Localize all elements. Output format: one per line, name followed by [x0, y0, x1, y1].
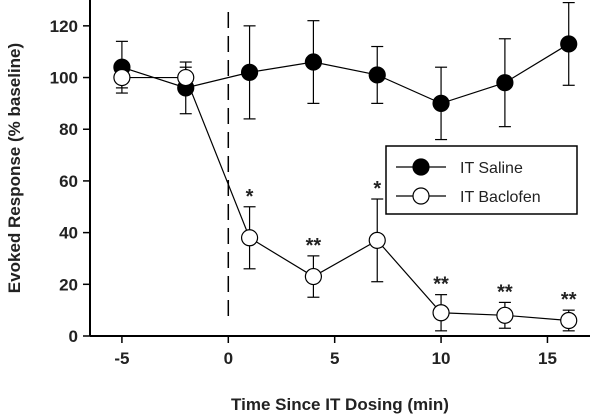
legend-marker-saline: [412, 158, 430, 176]
significance-annotation: *: [373, 178, 381, 200]
significance-annotation: **: [433, 274, 449, 296]
significance-annotation: **: [561, 289, 577, 311]
data-point: [496, 306, 514, 324]
annotation-layer: ****** ** **: [246, 178, 577, 311]
significance-annotation: **: [497, 281, 513, 303]
data-point: [304, 267, 323, 286]
y-tick-label: 0: [69, 327, 78, 346]
series-line: [121, 43, 570, 105]
series-layer: [113, 1, 578, 332]
data-point: [368, 66, 386, 84]
series-baclofen: [113, 66, 578, 332]
legend-label-baclofen: IT Baclofen: [460, 189, 541, 206]
legend-marker-baclofen: [412, 187, 430, 205]
data-point: [113, 68, 131, 87]
x-tick-label: -5: [114, 349, 129, 368]
data-point: [304, 53, 323, 71]
y-axis-label: Evoked Response (% baseline): [5, 43, 24, 293]
x-axis-label: Time Since IT Dosing (min): [231, 395, 449, 414]
legend: IT Saline IT Baclofen: [385, 145, 578, 215]
y-tick-label: 120: [50, 17, 78, 36]
data-point: [177, 68, 195, 87]
data-point: [432, 94, 450, 112]
y-tick-label: 40: [59, 224, 78, 243]
significance-annotation: *: [246, 186, 254, 208]
y-tick-label: 100: [50, 69, 78, 88]
data-point: [432, 304, 450, 322]
y-tick-label: 80: [59, 120, 78, 139]
x-tick-label: 15: [538, 349, 557, 368]
axes: [89, 0, 590, 337]
series-line: [121, 76, 569, 322]
data-point: [560, 35, 578, 53]
x-tick-label: 5: [330, 349, 339, 368]
ticks: 0 20 40 60 80 100 120 -5 0 5 10 15: [50, 17, 557, 368]
y-tick-label: 20: [59, 275, 78, 294]
x-tick-label: 0: [224, 349, 233, 368]
significance-annotation: **: [306, 235, 322, 257]
x-tick-label: 10: [432, 349, 451, 368]
data-point: [240, 229, 259, 247]
data-point: [560, 311, 578, 330]
data-point: [240, 63, 259, 81]
data-point: [496, 74, 514, 92]
data-point: [368, 231, 386, 249]
y-tick-label: 60: [59, 172, 78, 191]
legend-label-saline: IT Saline: [460, 160, 523, 177]
